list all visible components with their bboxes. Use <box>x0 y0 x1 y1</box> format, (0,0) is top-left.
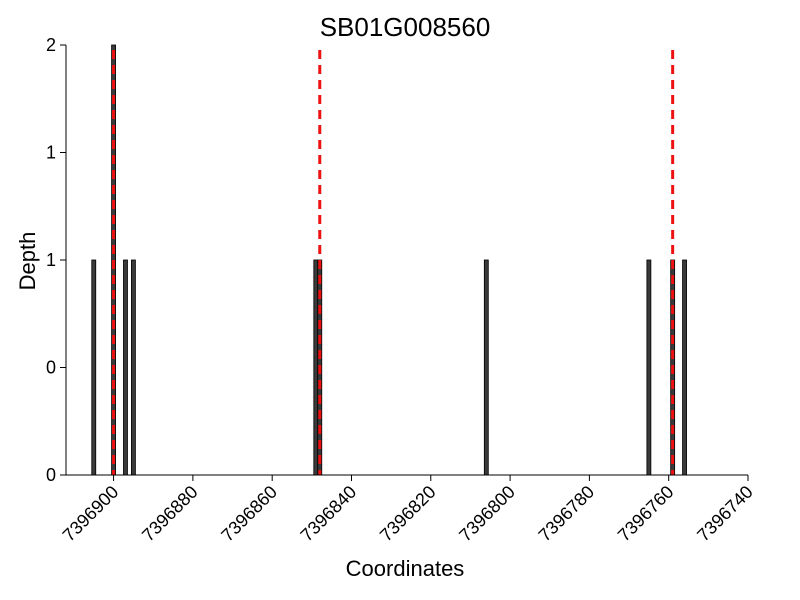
bar <box>646 259 652 476</box>
y-tick-label: 2 <box>46 35 56 55</box>
y-tick-label: 0 <box>46 465 56 485</box>
x-tick-label: 7396760 <box>614 482 678 546</box>
bar <box>682 259 687 476</box>
bars-layer <box>91 44 687 476</box>
bar <box>91 259 97 476</box>
x-tick-label: 7396900 <box>59 482 123 546</box>
y-tick-label: 0 <box>46 358 56 378</box>
y-tick-label: 1 <box>46 143 56 163</box>
x-tick-label: 7396740 <box>693 482 757 546</box>
bar <box>483 259 489 476</box>
x-tick-label: 7396800 <box>455 482 519 546</box>
y-axis-label: Depth <box>15 232 40 291</box>
bar <box>131 259 136 476</box>
x-tick-label: 7396880 <box>138 482 202 546</box>
chart-title: SB01G008560 <box>320 12 491 42</box>
x-tick-label: 7396780 <box>535 482 599 546</box>
x-tick-label: 7396840 <box>297 482 361 546</box>
x-tick-label: 7396820 <box>376 482 440 546</box>
bar <box>313 259 319 476</box>
reference-lines-layer <box>112 50 675 475</box>
x-axis-label: Coordinates <box>346 556 465 581</box>
x-tick-label: 7396860 <box>217 482 281 546</box>
y-tick-label: 1 <box>46 250 56 270</box>
bar <box>123 259 128 476</box>
